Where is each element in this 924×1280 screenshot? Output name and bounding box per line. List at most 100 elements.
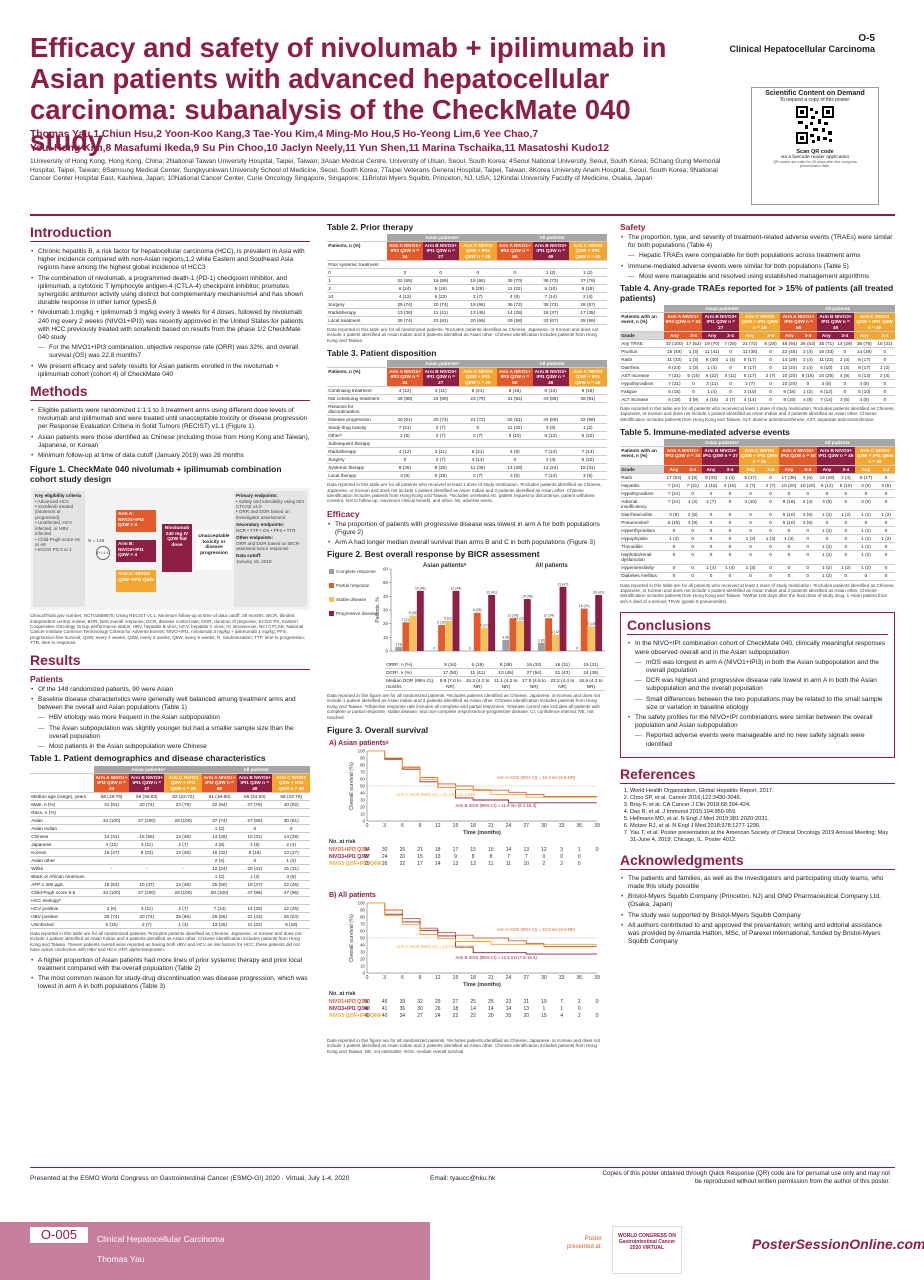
table-cell: 0 <box>798 534 818 544</box>
row-label: Male, n (%) <box>30 800 94 809</box>
table-cell: 1 (4) <box>702 387 722 396</box>
bar-label: 8 (28) <box>473 609 482 613</box>
intro-bullet: The combination of nivolumab, a programm… <box>30 275 310 308</box>
table-cell: 2 (7) <box>458 431 497 441</box>
table-cell: 11 (41) <box>702 347 722 356</box>
table-cell: 0 <box>664 572 684 581</box>
table-row: Hepatitis 7 (21) 7 (21) 4 (15) 4 (15) 2 (7) 2 … <box>620 481 895 490</box>
table-cell: 4 (8) <box>853 379 875 388</box>
table-cell: 29 (100) <box>164 816 202 825</box>
table-row: HCC etiologyᵇ <box>30 896 310 905</box>
poster-title: Efficacy and safety of nivolumab + ipili… <box>30 32 667 156</box>
table-cell: 13 (45) <box>458 308 497 317</box>
efficacy-bullet: The proportion of patients with progress… <box>327 521 607 537</box>
table-cell: 2 (7) <box>458 292 497 301</box>
table-cell: 0 <box>760 379 781 388</box>
table-cell: 1 (2) <box>568 423 607 433</box>
at-risk-count: 14 <box>506 1006 512 1012</box>
footer-email[interactable]: Email: tyaucc@hku.hk <box>430 1175 496 1182</box>
table-cell: 9 (18) <box>780 387 799 396</box>
table-cell: 13 (26) <box>201 920 238 929</box>
table-cell: 9 (18) <box>272 920 310 929</box>
table-cell <box>568 439 607 449</box>
bar <box>473 613 481 652</box>
x-tick-label: 24 <box>506 975 512 981</box>
x-axis-label: Time (months) <box>463 982 501 988</box>
table-cell: 0 <box>701 534 721 544</box>
results-heading: Results <box>30 652 310 670</box>
table-5-footnote: Data reported in this table are for all … <box>620 582 895 604</box>
table-row: Rash 11 (33) 1 (3) 8 (30) 1 (4) 5 (17) 0 14 (29… <box>620 355 895 364</box>
table-cell: 1 (2) <box>817 572 837 581</box>
table-cell: 5 (15) <box>684 371 703 380</box>
table-cell: 6 (21) <box>458 386 497 395</box>
table-cell: 0 <box>836 542 855 552</box>
table-cell: 15 (31) <box>272 864 310 873</box>
table-cell: 2 (7) <box>422 431 459 441</box>
table-cell: 0 <box>836 526 855 536</box>
x-tick-label: 6 <box>401 823 404 829</box>
table-cell: 5 (19) <box>422 284 459 293</box>
bar <box>481 628 488 652</box>
table-cell: 0 <box>683 572 702 581</box>
table-cell: 1 (2) <box>272 856 310 865</box>
brand-logo[interactable]: PosterSessionOnline.com <box>752 1236 924 1252</box>
table-cell: 0 <box>836 550 855 565</box>
at-risk-count: 1 <box>543 1006 546 1012</box>
table-cell: 2 (4) <box>568 292 607 301</box>
table-cell: 25 (86) <box>164 912 202 921</box>
table-cell: 37 (76) <box>568 276 607 285</box>
table-cell: 1 (3) <box>684 355 703 364</box>
row-label: White <box>30 864 94 873</box>
table-cell: 0 <box>798 542 818 552</box>
table-cell: 3 (6) <box>854 497 878 512</box>
table-cell: 0 <box>683 542 702 552</box>
eligibility-item: • Child-Pugh score A5 or A6 <box>35 536 80 547</box>
table-cell: 11 (41) <box>422 308 459 317</box>
table-cell: 0 <box>779 542 799 552</box>
at-risk-count: 27 <box>417 1013 423 1019</box>
table-cell: 0 <box>874 395 895 404</box>
at-risk-count: 13 <box>523 1006 529 1012</box>
table-cell: 2 (6) <box>94 904 130 913</box>
bar <box>445 621 453 652</box>
table-cell: 11.1 (4.2 to NR) <box>491 676 520 691</box>
table-cell: 21 (72) <box>458 415 497 425</box>
table-cell <box>496 439 533 449</box>
bar <box>545 618 553 652</box>
table-2-title: Table 2. Prior therapy <box>327 222 414 232</box>
results-bullet: Baseline disease characteristics were ge… <box>30 696 310 712</box>
table-cell: 0 <box>739 550 762 565</box>
qr-code-icon[interactable] <box>796 106 834 144</box>
study-design-figure: Key eligibility criteria • Advanced HCC … <box>30 488 310 611</box>
table-cell: 0 <box>877 473 895 482</box>
table-cell: 19 (66) <box>458 276 497 285</box>
table-row: Male, n (%) 31 (91) 20 (74) 23 (79) 42 (84) 3… <box>30 800 310 809</box>
at-risk-count: 26 <box>400 847 406 853</box>
table-cell: 24 (89) <box>422 394 459 403</box>
patients-subheading: Patients <box>30 673 64 684</box>
conclusions-bullet: The safety profiles for the NIVO+IPI com… <box>627 714 888 730</box>
results-bullet: A higher proportion of Asian patients ha… <box>30 957 310 973</box>
table-cell: 11 (38) <box>739 347 761 356</box>
table-cell: 8 (17) <box>853 363 875 372</box>
at-risk-count: 7 <box>560 999 563 1005</box>
bar-label: 0 <box>433 647 435 651</box>
table-cell: 33 (100) <box>664 339 685 348</box>
table-cell: 21 (72) <box>739 339 761 348</box>
x-tick-label: 9 <box>419 975 422 981</box>
table-cell: 0 <box>664 564 684 573</box>
table-cell: 5 (17) <box>739 355 761 364</box>
table-row: Otherᵇ 2 (6) 2 (7) 2 (7) 5 (10) 6 (12) 5 (10) <box>327 431 607 441</box>
table-cell: 0 <box>683 526 702 536</box>
row-label: Diarrhea <box>620 363 664 372</box>
table-cell: 20 (74) <box>422 415 459 425</box>
table-cell: 18 (37) <box>532 308 569 317</box>
at-risk-count: 18 <box>435 847 441 853</box>
table-cell: 0 <box>701 550 721 565</box>
reference-item: Choo SP, et al. Cancer 2016;122:3430-304… <box>630 795 895 802</box>
table-cell: 0 <box>387 268 423 277</box>
row-label: Black or African American <box>30 872 94 881</box>
acknowledgment-item: The patients and families, as well as th… <box>620 875 895 891</box>
at-risk-count: 40 <box>382 1013 388 1019</box>
